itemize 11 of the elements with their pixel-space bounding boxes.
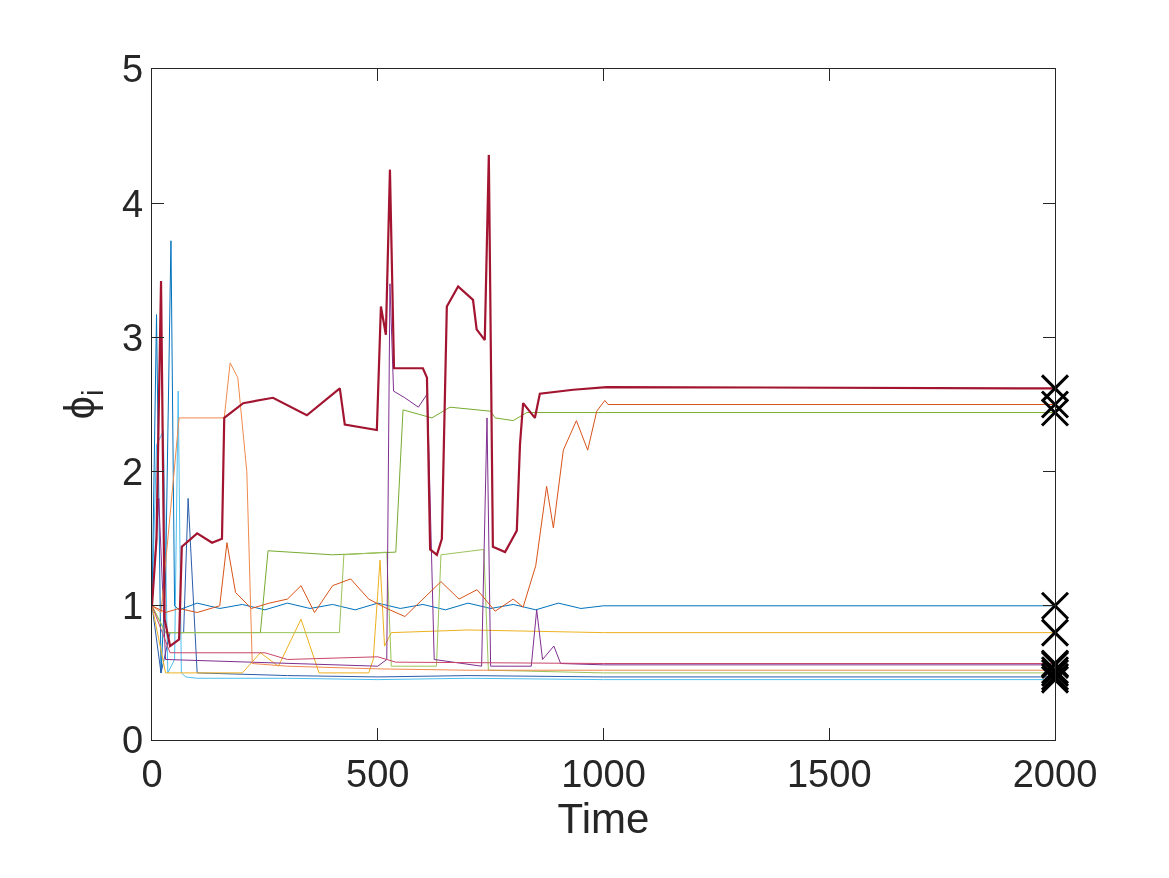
y-tick-label: 5 (122, 48, 144, 91)
y-tick-label: 0 (122, 719, 144, 762)
y-tick-label: 2 (122, 450, 144, 493)
x-tick-label: 1000 (561, 752, 646, 795)
y-tick-label: 4 (122, 182, 144, 225)
x-tick-label: 500 (346, 752, 410, 795)
y-tick-label: 3 (122, 316, 144, 359)
x-tick-label: 2000 (1012, 752, 1098, 795)
y-tick-label: 1 (122, 585, 144, 628)
x-axis-title: Time (557, 794, 650, 842)
x-tick-label: 1500 (786, 752, 872, 795)
